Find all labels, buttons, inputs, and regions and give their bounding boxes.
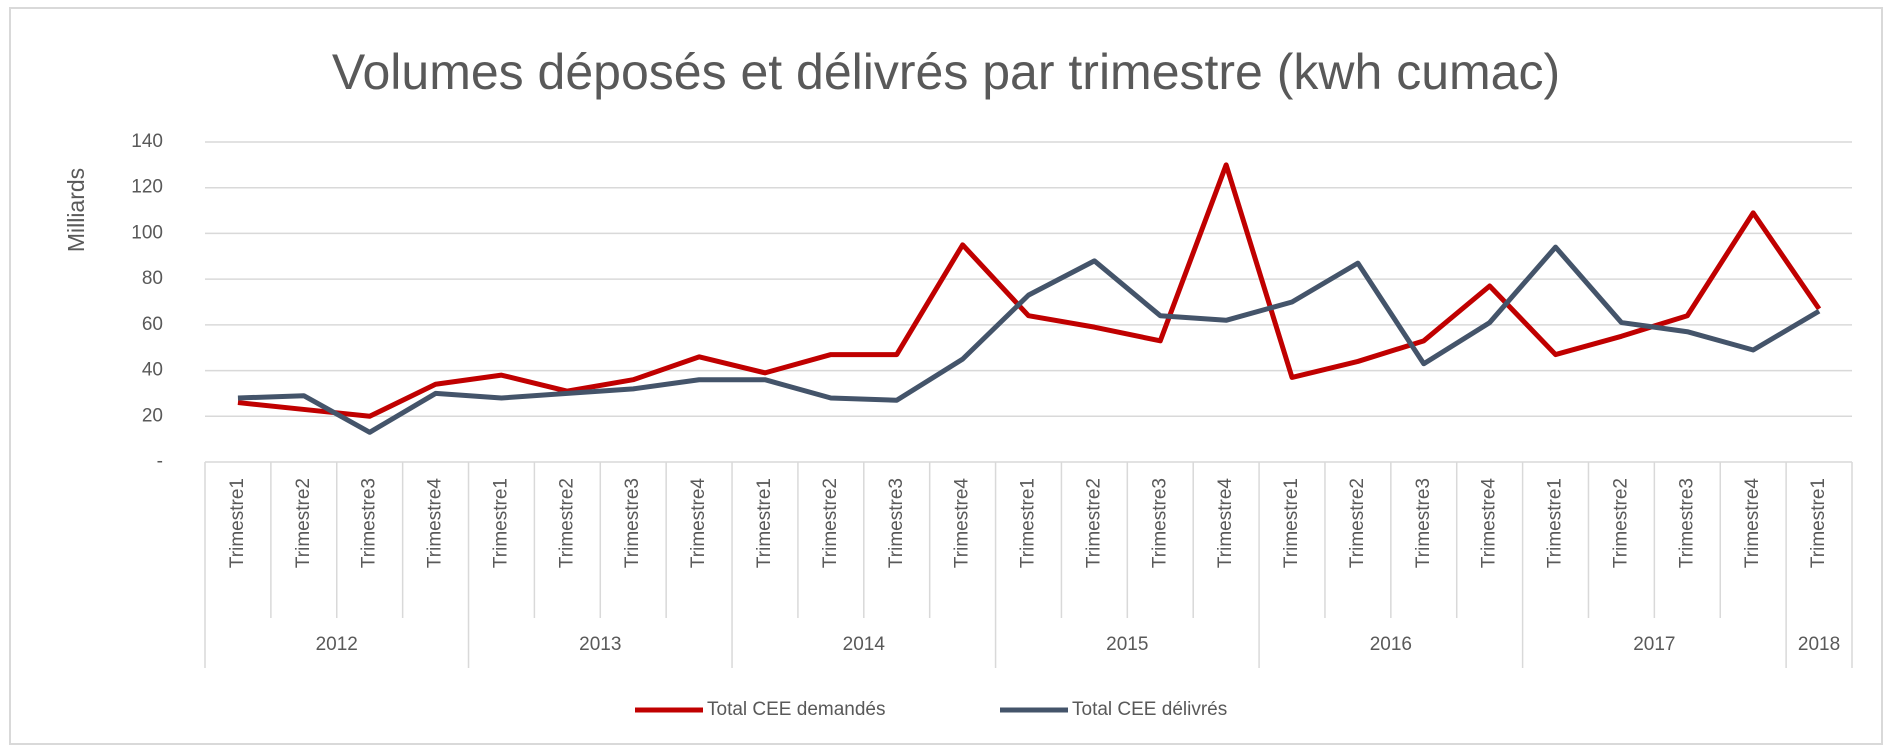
x-tick-label: Trimestre3 (886, 478, 907, 568)
group-label: 2015 (1106, 634, 1148, 655)
x-tick-label: Trimestre1 (1018, 478, 1039, 568)
x-tick-label: Trimestre2 (1610, 478, 1631, 568)
x-tick-label: Trimestre3 (359, 478, 380, 568)
chart-frame (9, 7, 1883, 745)
y-axis-label: Milliards (63, 168, 89, 252)
y-tick-label: 100 (131, 222, 163, 243)
y-tick-label: 40 (142, 360, 163, 381)
y-tick-label: - (157, 451, 163, 472)
group-label: 2013 (579, 634, 621, 655)
x-tick-label: Trimestre2 (1347, 478, 1368, 568)
group-label: 2016 (1370, 634, 1412, 655)
x-tick-label: Trimestre3 (1413, 478, 1434, 568)
legend-label: Total CEE demandés (707, 699, 886, 720)
chart-title: Volumes déposés et délivrés par trimestr… (332, 44, 1560, 100)
x-tick-label: Trimestre4 (1215, 478, 1236, 569)
y-tick-label: 80 (142, 268, 163, 289)
x-tick-label: Trimestre3 (1676, 478, 1697, 568)
x-tick-label: Trimestre4 (688, 478, 709, 569)
x-tick-label: Trimestre1 (490, 478, 511, 568)
series-line (237, 162, 1822, 419)
x-tick-label: Trimestre2 (293, 478, 314, 568)
x-tick-label: Trimestre1 (227, 478, 248, 568)
x-tick-label: Trimestre1 (754, 478, 775, 568)
x-tick-label: Trimestre4 (425, 478, 446, 569)
group-label: 2014 (843, 634, 886, 655)
x-tick-label: Trimestre2 (1083, 478, 1104, 568)
group-label: 2012 (316, 634, 358, 655)
y-tick-label: 120 (131, 177, 163, 198)
x-tick-label: Trimestre2 (820, 478, 841, 568)
x-tick-label: Trimestre1 (1808, 478, 1829, 568)
y-tick-label: 20 (142, 405, 163, 426)
x-tick-label: Trimestre4 (1742, 478, 1763, 569)
series-line (237, 244, 1821, 435)
group-label: 2017 (1633, 634, 1675, 655)
x-tick-label: Trimestre2 (556, 478, 577, 568)
y-tick-label: 140 (131, 131, 163, 152)
x-tick-label: Trimestre4 (952, 478, 973, 569)
group-label: 2018 (1798, 634, 1840, 655)
x-tick-label: Trimestre1 (1281, 478, 1302, 568)
legend-label: Total CEE délivrés (1072, 699, 1227, 720)
x-tick-label: Trimestre1 (1545, 478, 1566, 568)
y-tick-label: 60 (142, 314, 163, 335)
x-tick-label: Trimestre3 (622, 478, 643, 568)
x-tick-label: Trimestre4 (1479, 478, 1500, 569)
x-tick-label: Trimestre3 (1149, 478, 1170, 568)
